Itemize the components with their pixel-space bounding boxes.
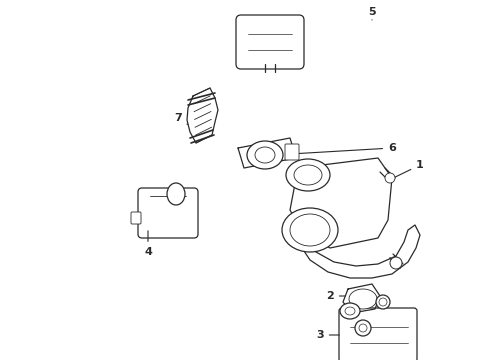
Ellipse shape bbox=[290, 214, 330, 246]
Ellipse shape bbox=[376, 295, 390, 309]
Text: 2: 2 bbox=[326, 291, 345, 301]
Ellipse shape bbox=[255, 147, 275, 163]
Text: 3: 3 bbox=[316, 330, 339, 340]
Text: 5: 5 bbox=[368, 7, 376, 20]
Text: 6: 6 bbox=[293, 143, 396, 154]
Ellipse shape bbox=[359, 324, 367, 332]
FancyBboxPatch shape bbox=[339, 308, 417, 360]
Ellipse shape bbox=[345, 307, 355, 315]
FancyBboxPatch shape bbox=[236, 15, 304, 69]
Ellipse shape bbox=[294, 165, 322, 185]
Ellipse shape bbox=[247, 141, 283, 169]
Ellipse shape bbox=[340, 303, 360, 319]
Polygon shape bbox=[290, 158, 392, 248]
Polygon shape bbox=[343, 284, 380, 313]
Ellipse shape bbox=[379, 298, 387, 306]
Polygon shape bbox=[238, 138, 296, 168]
Ellipse shape bbox=[349, 289, 377, 309]
Ellipse shape bbox=[167, 183, 185, 205]
Ellipse shape bbox=[286, 159, 330, 191]
FancyBboxPatch shape bbox=[131, 212, 141, 224]
FancyBboxPatch shape bbox=[285, 144, 299, 160]
Ellipse shape bbox=[390, 257, 402, 269]
FancyBboxPatch shape bbox=[138, 188, 198, 238]
Text: 7: 7 bbox=[174, 113, 188, 125]
Ellipse shape bbox=[385, 173, 395, 183]
Text: 4: 4 bbox=[144, 231, 152, 257]
Ellipse shape bbox=[355, 320, 371, 336]
Ellipse shape bbox=[282, 208, 338, 252]
Polygon shape bbox=[302, 225, 420, 278]
Polygon shape bbox=[187, 88, 218, 143]
Text: 1: 1 bbox=[388, 160, 424, 181]
